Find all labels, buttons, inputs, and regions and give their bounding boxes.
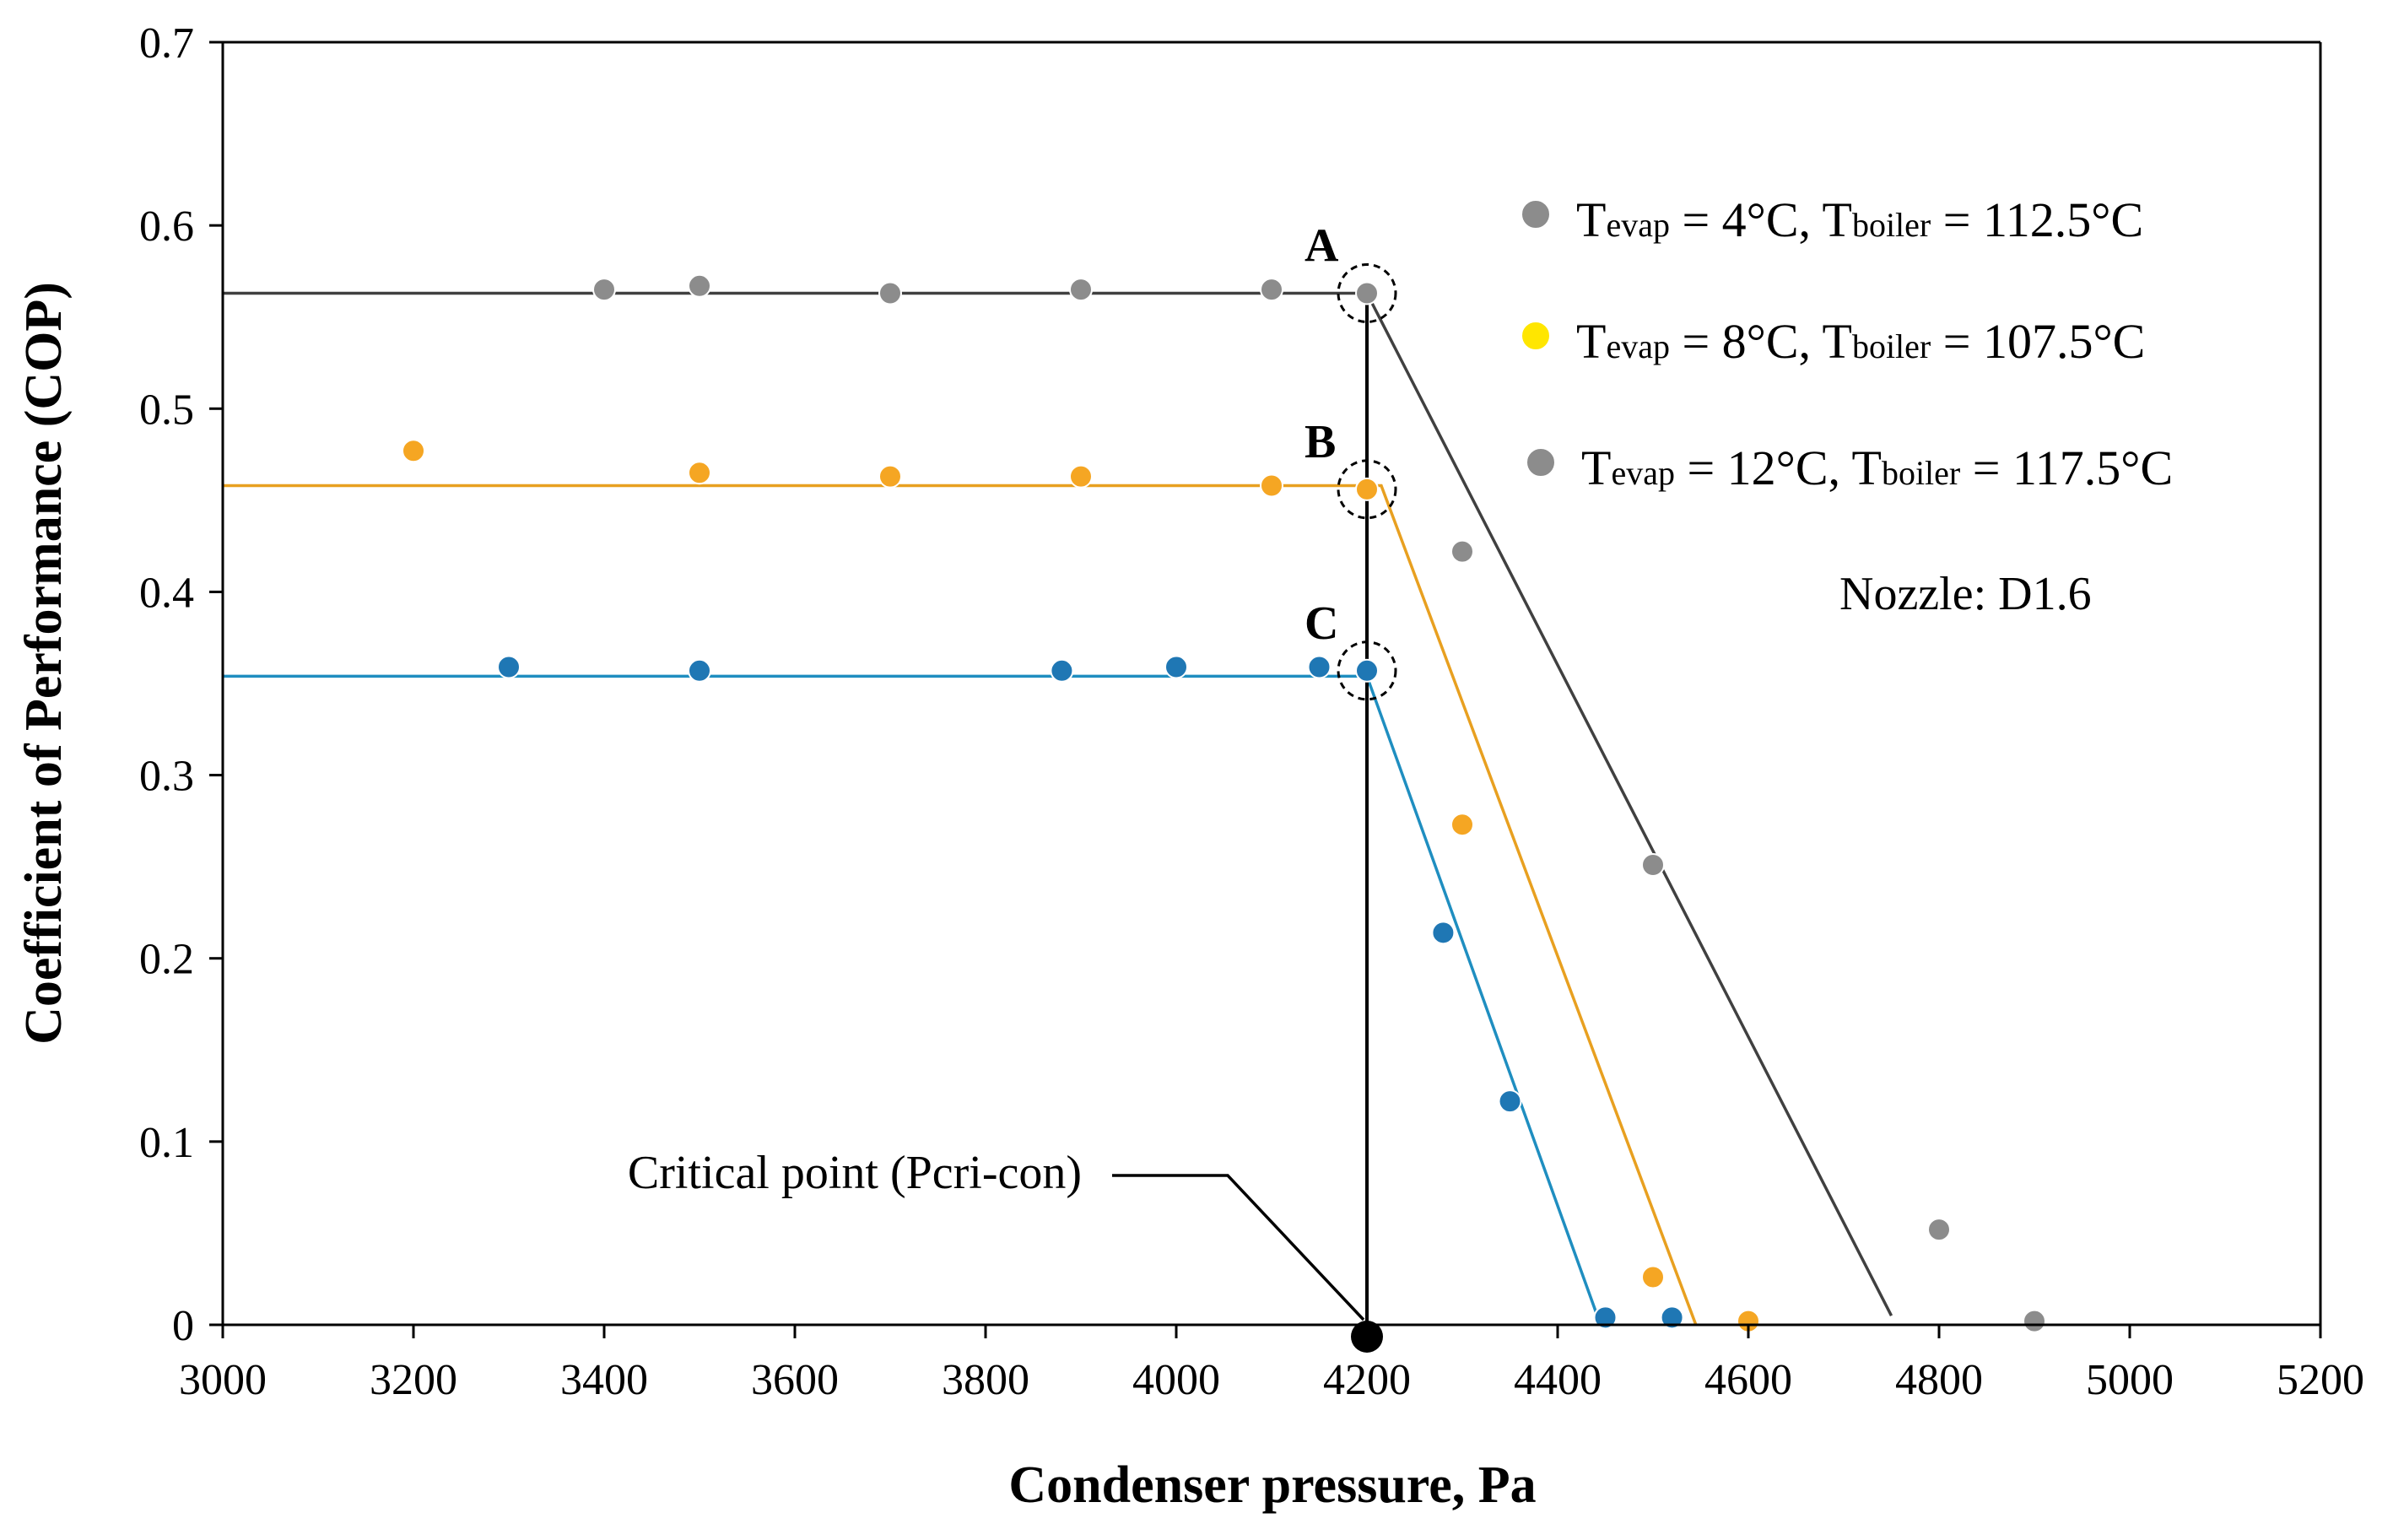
data-point-C — [1498, 1089, 1522, 1114]
data-point-C — [1593, 1305, 1618, 1330]
y-tick-label: 0.2 — [139, 936, 194, 984]
legend-part: = 4°C, T — [1670, 192, 1852, 247]
y-axis-title: Coefficient of Performance (COP) — [15, 282, 73, 1045]
data-point-A — [1260, 278, 1283, 302]
data-point-A — [1641, 852, 1665, 877]
data-point-C — [1355, 658, 1379, 683]
data-point-A — [592, 278, 616, 302]
axes — [209, 41, 2322, 1338]
point-label-A: A — [1305, 219, 1339, 272]
legend-marker-B — [1521, 321, 1551, 351]
y-tick-label: 0.1 — [139, 1119, 194, 1167]
legend-part: T — [1576, 192, 1606, 247]
data-point-A — [1927, 1218, 1951, 1242]
circled-points: A B C — [1305, 219, 1397, 701]
legend-part: T — [1576, 314, 1606, 369]
legend-part: = 112.5°C — [1931, 192, 2143, 247]
point-label-B: B — [1305, 416, 1336, 468]
data-point-C — [497, 655, 521, 679]
data-point-B — [688, 461, 711, 485]
legend-part: = 12°C, T — [1675, 440, 1882, 495]
critical-leader-line — [1112, 1174, 1365, 1321]
fit-line-B — [223, 484, 1698, 1326]
x-tick-label: 4000 — [1132, 1356, 1220, 1404]
x-tick-label: 5000 — [2086, 1356, 2174, 1404]
highlight-circle-A — [1337, 262, 1397, 323]
data-point-B — [1641, 1265, 1665, 1289]
data-point-C — [1431, 921, 1456, 945]
data-point-A — [878, 281, 902, 305]
x-tick-label: 3600 — [751, 1356, 839, 1404]
x-tick-label: 4200 — [1323, 1356, 1411, 1404]
data-points — [402, 273, 2046, 1333]
x-axis-title: Condenser pressure, Pa — [1008, 1456, 1536, 1514]
y-tick-label: 0.4 — [139, 569, 194, 617]
data-point-C — [1164, 655, 1188, 679]
x-tick-label: 4400 — [1514, 1356, 1602, 1404]
data-point-C — [688, 658, 711, 683]
critical-point-label: Critical point (Pcri-con) — [628, 1147, 1082, 1199]
legend-part: T — [1581, 440, 1611, 495]
y-tick-label: 0.3 — [139, 753, 194, 801]
legend-part: = 107.5°C — [1931, 314, 2145, 369]
y-tick-label: 0.5 — [139, 386, 194, 434]
point-label-C: C — [1305, 597, 1338, 650]
x-tick-label: 3200 — [370, 1356, 457, 1404]
data-point-B — [1450, 813, 1474, 837]
y-tick-label: 0.6 — [139, 203, 194, 251]
tick-labels: 3000 3200 3400 3600 3800 4000 4200 4400 4600 4800… — [139, 19, 2364, 1404]
data-point-C — [1050, 658, 1074, 683]
legend-subscript: evap — [1606, 327, 1670, 365]
data-point-B — [402, 439, 425, 463]
nozzle-annotation: Nozzle: D1.6 — [1839, 568, 2092, 620]
data-point-A — [1450, 539, 1474, 564]
legend-subscript: boiler — [1882, 454, 1960, 492]
legend-label-A: Tevap = 4°C, Tboiler = 112.5°C — [1576, 192, 2143, 247]
highlight-circle-B — [1337, 459, 1397, 520]
legend-subscript: evap — [1606, 206, 1670, 244]
legend-marker-A — [1521, 199, 1551, 230]
data-point-B — [1069, 464, 1093, 489]
data-point-C — [1307, 655, 1332, 679]
data-point-B — [1355, 477, 1379, 501]
data-point-A — [688, 273, 711, 298]
legend-subscript: boiler — [1852, 327, 1931, 365]
legend-marker-C — [1526, 447, 1556, 478]
x-tick-label: 3400 — [560, 1356, 648, 1404]
x-tick-label: 4600 — [1704, 1356, 1792, 1404]
highlight-circle-C — [1337, 640, 1397, 701]
x-tick-label: 3800 — [942, 1356, 1029, 1404]
critical-point-marker — [1351, 1321, 1383, 1353]
data-point-B — [1260, 473, 1283, 498]
legend-part: = 8°C, T — [1670, 314, 1852, 369]
legend-subscript: evap — [1611, 454, 1675, 492]
legend-label-C: Tevap = 12°C, Tboiler = 117.5°C — [1581, 440, 2173, 495]
legend-label-B: Tevap = 8°C, Tboiler = 107.5°C — [1576, 314, 2145, 369]
y-tick-label: 0.7 — [139, 19, 194, 68]
x-tick-label: 5200 — [2277, 1356, 2364, 1404]
x-tick-label: 3000 — [179, 1356, 267, 1404]
critical-point-annotation: Critical point (Pcri-con) — [628, 1147, 1383, 1353]
legend-part: = 117.5°C — [1960, 440, 2173, 495]
data-point-A — [1069, 278, 1093, 302]
data-point-A — [2023, 1309, 2046, 1333]
data-point-C — [1660, 1305, 1684, 1330]
data-point-A — [1355, 281, 1379, 305]
x-tick-label: 4800 — [1895, 1356, 1983, 1404]
legend-subscript: boiler — [1852, 206, 1931, 244]
data-point-B — [878, 464, 902, 489]
y-tick-label: 0 — [172, 1302, 194, 1350]
